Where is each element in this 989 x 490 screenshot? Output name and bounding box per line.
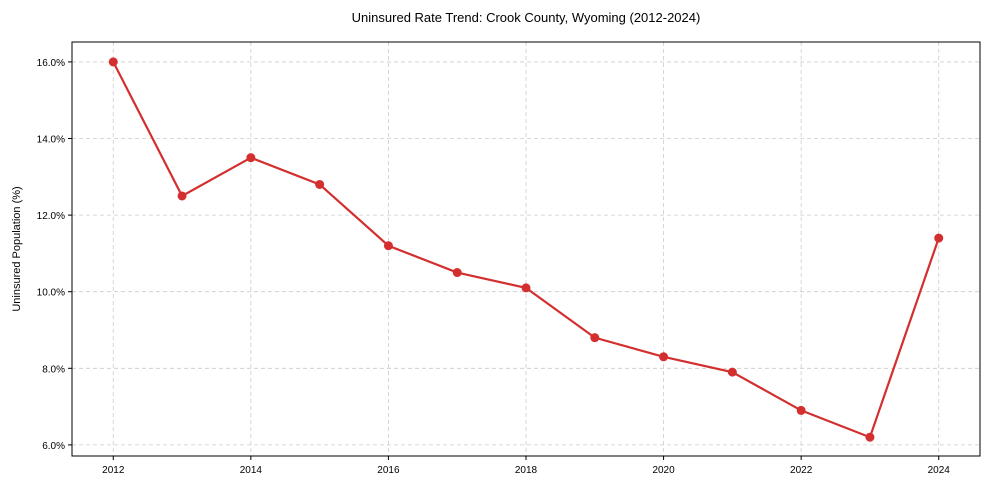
data-point-2022 bbox=[796, 405, 806, 415]
x-tick-label: 2018 bbox=[515, 465, 538, 476]
chart-title: Uninsured Rate Trend: Crook County, Wyom… bbox=[352, 10, 701, 25]
y-tick-label: 16.0% bbox=[37, 58, 65, 69]
y-tick-label: 8.0% bbox=[42, 364, 65, 375]
y-tick-label: 12.0% bbox=[37, 211, 65, 222]
data-point-2018 bbox=[521, 283, 531, 293]
y-axis-label: Uninsured Population (%) bbox=[11, 186, 23, 311]
data-point-2023 bbox=[865, 432, 875, 442]
data-point-2020 bbox=[659, 352, 669, 362]
x-tick-label: 2024 bbox=[928, 465, 951, 476]
x-tick-label: 2016 bbox=[377, 465, 400, 476]
y-tick-label: 10.0% bbox=[37, 288, 65, 299]
plot-frame bbox=[71, 41, 981, 457]
data-point-2019 bbox=[590, 333, 600, 343]
data-point-2024 bbox=[934, 233, 944, 243]
x-tick-label: 2020 bbox=[652, 465, 675, 476]
data-point-2021 bbox=[727, 367, 737, 377]
y-tick-label: 6.0% bbox=[42, 441, 65, 452]
data-point-2017 bbox=[452, 268, 462, 278]
y-tick-label: 14.0% bbox=[37, 135, 65, 146]
data-point-2016 bbox=[383, 241, 393, 251]
data-point-2012 bbox=[108, 57, 118, 67]
x-tick-label: 2022 bbox=[790, 465, 813, 476]
x-tick-label: 2012 bbox=[102, 465, 125, 476]
x-tick-label: 2014 bbox=[240, 465, 263, 476]
data-point-2013 bbox=[177, 191, 187, 201]
data-point-2015 bbox=[315, 179, 325, 189]
data-point-2014 bbox=[246, 153, 256, 163]
